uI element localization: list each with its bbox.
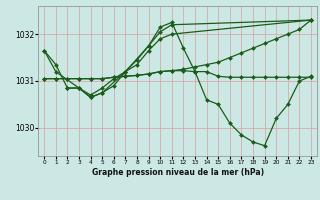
X-axis label: Graphe pression niveau de la mer (hPa): Graphe pression niveau de la mer (hPa): [92, 168, 264, 177]
